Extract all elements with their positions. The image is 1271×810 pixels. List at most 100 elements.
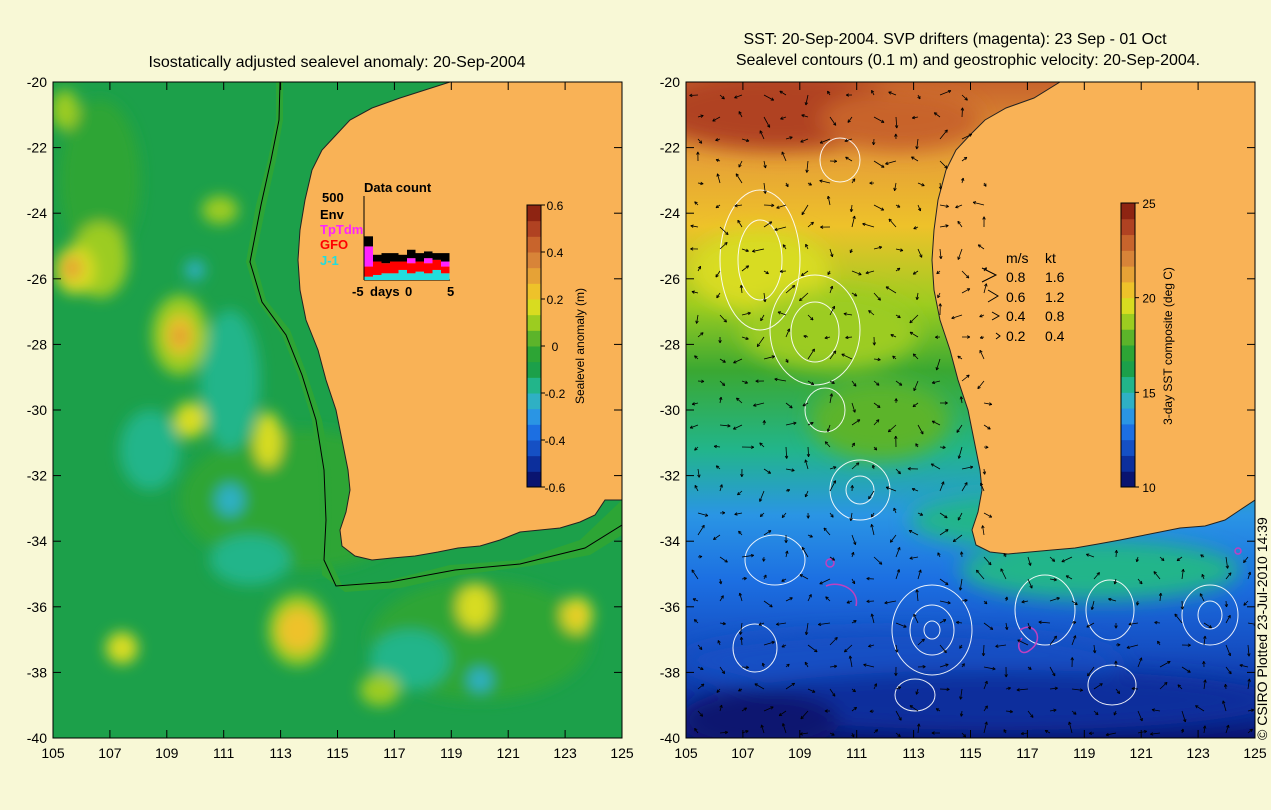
velocity-vector-head <box>1068 721 1072 725</box>
x-tick-label: 123 <box>1186 745 1210 761</box>
velocity-vector-head <box>801 546 805 550</box>
velocity-vector <box>961 156 968 162</box>
velocity-vector <box>873 204 884 211</box>
velocity-vector <box>734 204 743 207</box>
right-title-line2: Sealevel contours (0.1 m) and geostrophi… <box>736 52 1200 69</box>
velocity-vector <box>697 115 704 118</box>
velocity-vector-head <box>823 527 827 530</box>
velocity-vector <box>847 116 853 123</box>
velocity-vector-head <box>689 93 693 96</box>
velocity-vector-head <box>702 683 705 687</box>
velocity-vector-head <box>877 419 880 423</box>
velocity-vector-head <box>960 713 964 717</box>
velocity-vector <box>916 138 919 150</box>
velocity-vector-head <box>1203 679 1206 683</box>
velocity-vector-head <box>791 468 795 471</box>
colorbar-swatch <box>1121 218 1135 236</box>
velocity-vector-head <box>832 694 836 697</box>
velocity-vector-head <box>939 303 942 307</box>
velocity-vector-head <box>911 156 914 160</box>
velocity-vector-head <box>779 90 782 94</box>
velocity-vector-head <box>829 393 833 397</box>
velocity-vector-head <box>1029 666 1032 670</box>
velocity-vector <box>779 90 787 96</box>
velocity-vector-head <box>916 589 919 593</box>
velocity-vector-head <box>853 384 857 387</box>
velocity-vector <box>799 292 809 302</box>
right-y-axis: -20 -22 -24 -26 -28 -30 -32 -34 -36 -38 -40 <box>660 74 1255 746</box>
velocity-vector-head <box>909 321 913 324</box>
velocity-vector-head <box>719 704 722 708</box>
velocity-vector-head <box>1243 559 1245 563</box>
velocity-vector-head <box>1165 682 1168 686</box>
velocity-vector <box>1199 593 1205 602</box>
velocity-vector-head <box>866 601 870 604</box>
velocity-vector-head <box>960 396 964 400</box>
colorbar-swatch <box>1121 281 1135 299</box>
velocity-vector-head <box>865 272 869 275</box>
inset-bar-env <box>407 249 416 259</box>
velocity-vector <box>909 314 919 324</box>
velocity-vector-head <box>1202 661 1205 665</box>
velocity-vector-head <box>922 666 926 669</box>
velocity-vector <box>741 265 749 272</box>
velocity-vector-head <box>944 402 948 405</box>
velocity-vector-head <box>965 157 968 161</box>
velocity-vector-head <box>959 551 962 555</box>
velocity-vector <box>841 353 853 360</box>
velocity-vector <box>1115 688 1121 694</box>
velocity-vector-head <box>740 636 744 640</box>
velocity-vector <box>763 270 769 275</box>
velocity-vector-head <box>911 115 915 119</box>
velocity-vector-head <box>863 663 867 665</box>
velocity-vector-head <box>737 493 741 496</box>
velocity-vector-head <box>1009 711 1013 714</box>
velocity-vector-head <box>1174 613 1176 617</box>
velocity-vector-head <box>733 360 736 364</box>
velocity-vector-head <box>818 622 821 625</box>
velocity-vector-head <box>700 683 705 686</box>
velocity-vector <box>1247 678 1250 690</box>
velocity-vector-head <box>900 382 903 386</box>
velocity-vector-head <box>819 179 823 181</box>
velocity-vector <box>1181 710 1186 723</box>
velocity-vector-head <box>875 447 878 451</box>
velocity-vector <box>719 94 725 100</box>
velocity-vector-head <box>981 652 984 657</box>
velocity-vector-head <box>716 296 720 299</box>
velocity-vector-head <box>945 663 949 665</box>
velocity-vector <box>735 173 743 184</box>
colorbar-swatch <box>527 440 541 457</box>
velocity-vector <box>983 721 988 734</box>
velocity-vector <box>763 221 773 228</box>
velocity-vector <box>756 336 765 347</box>
velocity-vector-head <box>1051 560 1055 562</box>
velocity-vector-head <box>995 644 999 647</box>
velocity-vector-head <box>789 136 793 140</box>
velocity-vector-head <box>943 651 947 654</box>
velocity-vector-head <box>715 138 718 141</box>
velocity-vector-head <box>1187 643 1191 646</box>
velocity-vector <box>1137 578 1143 585</box>
velocity-vector-head <box>753 403 756 406</box>
velocity-vector <box>851 215 856 228</box>
velocity-vector-head <box>888 91 891 95</box>
velocity-vector-head <box>750 553 754 556</box>
velocity-vector-head <box>776 624 780 626</box>
velocity-vector <box>850 204 853 212</box>
velocity-vector <box>844 644 853 653</box>
velocity-vector-head <box>1080 688 1083 691</box>
velocity-vector <box>754 683 765 690</box>
colorbar-swatch <box>527 330 541 347</box>
velocity-vector <box>829 350 837 360</box>
velocity-vector-head <box>1153 571 1155 575</box>
velocity-vector-head <box>898 314 901 318</box>
velocity-vector <box>958 446 963 459</box>
velocity-vector-head <box>690 248 694 251</box>
velocity-vector-head <box>745 265 749 267</box>
velocity-vector-head <box>694 619 698 621</box>
colorbar-swatch <box>1121 360 1135 378</box>
velocity-vector <box>785 285 796 294</box>
velocity-vector-head <box>727 424 731 427</box>
velocity-vector-head <box>1188 669 1191 673</box>
